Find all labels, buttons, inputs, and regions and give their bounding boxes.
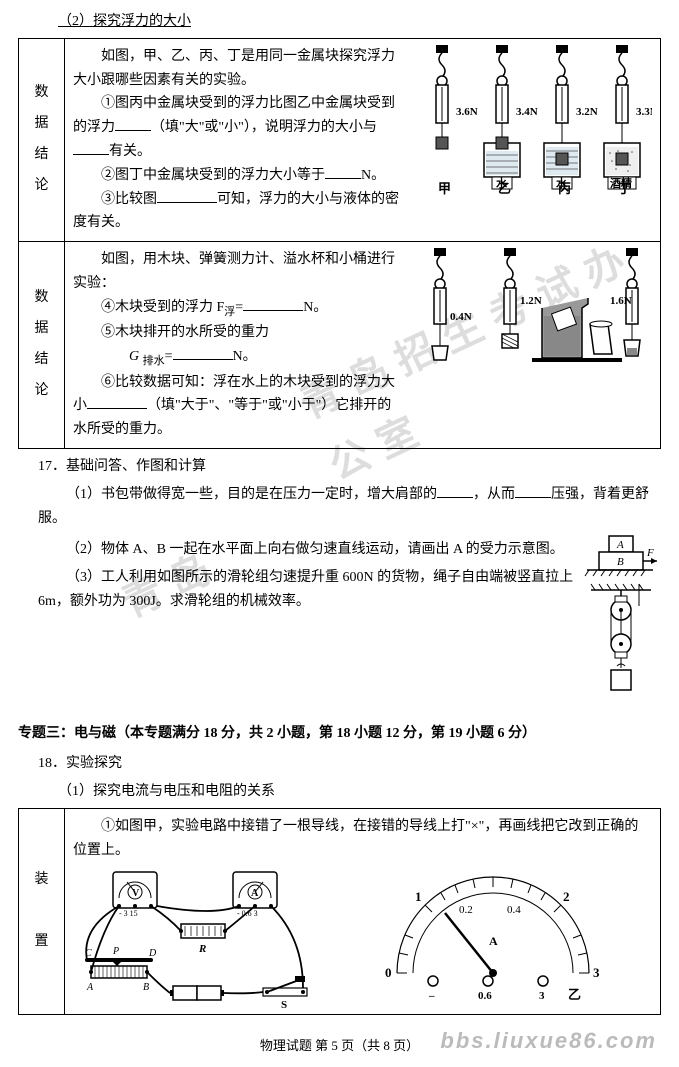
blank	[73, 141, 109, 155]
row2-q5: ⑤木块排开的水所受的重力	[73, 321, 404, 345]
blank	[157, 189, 217, 203]
svg-text:A: A	[616, 539, 624, 551]
row2-p5c: N。	[233, 349, 257, 364]
row1-p2a: ②图丁中金属块受到的浮力大小等于	[101, 168, 325, 183]
svg-text:2: 2	[563, 889, 570, 904]
svg-text:丁: 丁	[618, 181, 631, 195]
row2-q5b: G 排水= N。	[73, 345, 404, 370]
row2-p4sub: 浮	[224, 306, 235, 318]
row3-body: ①如图甲，实验电路中接错了一根导线，在接错的导线上打"×"，再画线把它改到正确的…	[65, 808, 661, 1015]
row2-q4: ④木块受到的浮力 F浮= N。	[73, 296, 404, 321]
row1-p2b: N。	[361, 168, 385, 183]
svg-text:0.4N: 0.4N	[450, 311, 472, 323]
svg-text:乙: 乙	[498, 181, 511, 195]
svg-text:P: P	[112, 946, 119, 957]
svg-text:R: R	[198, 943, 206, 955]
topic3-head: 专题三：电与磁（本专题满分 18 分，共 2 小题，第 18 小题 12 分，第…	[18, 722, 661, 746]
row1-p3a: ③比较图	[101, 192, 157, 207]
svg-text:B: B	[143, 982, 149, 993]
svg-text:F: F	[646, 547, 654, 559]
svg-text:0.2: 0.2	[459, 904, 473, 916]
row2-p5gsub: 排水	[143, 355, 165, 367]
row2-p5g: G	[129, 349, 143, 364]
q17-diagram: A B F	[581, 534, 661, 704]
q17-title: 17．基础问答、作图和计算	[38, 455, 661, 479]
section-2-title: （2）探究浮力的大小	[58, 10, 661, 34]
page-footer: 物理试题 第 5 页（共 8 页）	[18, 1035, 661, 1057]
row1-q1: ①图丙中金属块受到的浮力比图乙中金属块受到的浮力（填"大"或"小"），说明浮力的…	[73, 92, 404, 163]
row1-p1c: 有关。	[109, 144, 151, 159]
row1-p1b: （填"大"或"小"），说明浮力的大小与	[151, 120, 377, 135]
blank	[115, 117, 151, 131]
row3-p1: ①如图甲，实验电路中接错了一根导线，在接错的导线上打"×"，再画线把它改到正确的…	[73, 815, 652, 863]
svg-text:0.4: 0.4	[507, 904, 521, 916]
row2-body: 如图，用木块、弹簧测力计、溢水杯和小桶进行实验： ④木块受到的浮力 F浮=N。 …	[65, 242, 661, 449]
row2-p4a: ④木块受到的浮力 F	[101, 300, 224, 315]
blank	[437, 484, 473, 498]
q17-p1: （1）书包带做得宽一些，目的是在压力一定时，增大肩部的，从而压强，背着更舒服。	[38, 483, 661, 531]
row2-intro: 如图，用木块、弹簧测力计、溢水杯和小桶进行实验：	[73, 248, 404, 296]
svg-text:3.3N: 3.3N	[636, 106, 652, 118]
svg-text:3.4N: 3.4N	[516, 106, 538, 118]
buoyancy-table: 数据结论 如图，甲、乙、丙、丁是用同一金属块探究浮力大小跟哪些因素有关的实验。 …	[18, 38, 661, 449]
row1-q3: ③比较图可知，浮力的大小与液体的密度有关。	[73, 188, 404, 236]
svg-text:- 3 15: - 3 15	[119, 909, 138, 918]
q18-title: 18．实验探究	[38, 752, 661, 776]
row3-head: 装置	[19, 808, 65, 1015]
svg-text:A: A	[489, 934, 498, 948]
row2-p4c: N。	[303, 300, 327, 315]
svg-text:1.6N: 1.6N	[610, 295, 632, 307]
svg-text:S: S	[281, 999, 287, 1008]
blank	[87, 395, 147, 409]
svg-text:3: 3	[593, 965, 600, 980]
q17-p3: （3）工人利用如图所示的滑轮组匀速提升重 600N 的货物，绳子自由端被竖直拉上…	[38, 566, 581, 614]
svg-text:1.2N: 1.2N	[520, 295, 542, 307]
q17-p1b: ，从而	[473, 487, 515, 502]
blank	[325, 165, 361, 179]
svg-text:A: A	[86, 982, 94, 993]
svg-text:D: D	[148, 948, 157, 959]
circuit-jia-diagram: V - 3 15 A - 0.6 3	[73, 868, 353, 1008]
gauge-yi-diagram: 0 1 2 3 0.2 0.4 A	[373, 873, 613, 1003]
row1-q2: ②图丁中金属块受到的浮力大小等于 N。	[73, 164, 404, 188]
svg-text:丙: 丙	[558, 181, 571, 195]
svg-text:0.6: 0.6	[478, 990, 492, 1002]
svg-text:3.6N: 3.6N	[456, 106, 478, 118]
svg-text:–: –	[428, 990, 435, 1002]
row2-p5a: ⑤木块排开的水所受的重力	[101, 325, 269, 340]
svg-text:乙: 乙	[568, 987, 581, 1002]
svg-text:A: A	[251, 888, 259, 899]
blank	[515, 484, 551, 498]
spring-diagram-set-1: 3.6N 甲 3.4N	[412, 45, 652, 195]
row1-body: 如图，甲、乙、丙、丁是用同一金属块探究浮力大小跟哪些因素有关的实验。 ①图丙中金…	[65, 38, 661, 241]
circuit-table: 装置 ①如图甲，实验电路中接错了一根导线，在接错的导线上打"×"，再画线把它改到…	[18, 808, 661, 1016]
row2-q6: ⑥比较数据可知：浮在水上的木块受到的浮力大小（填"大于"、"等于"或"小于"）它…	[73, 371, 404, 442]
blank	[173, 346, 233, 360]
row2-head: 数据结论	[19, 242, 65, 449]
svg-text:3.2N: 3.2N	[576, 106, 598, 118]
row2-p4b: =	[235, 300, 243, 315]
svg-text:B: B	[617, 556, 624, 568]
row1-head: 数据结论	[19, 38, 65, 241]
svg-text:1: 1	[415, 889, 422, 904]
svg-text:甲: 甲	[438, 181, 451, 195]
q18-sub: （1）探究电流与电压和电阻的关系	[58, 780, 661, 804]
overflow-diagram: 0.4N 1.2N	[412, 248, 652, 368]
blank	[243, 297, 303, 311]
svg-text:3: 3	[539, 990, 545, 1002]
row1-intro: 如图，甲、乙、丙、丁是用同一金属块探究浮力大小跟哪些因素有关的实验。	[73, 45, 404, 93]
q17-p1a: （1）书包带做得宽一些，目的是在压力一定时，增大肩部的	[66, 487, 437, 502]
svg-text:0: 0	[385, 965, 392, 980]
row2-p5b: =	[165, 349, 173, 364]
q17-p2: （2）物体 A、B 一起在水平面上向右做匀速直线运动，请画出 A 的受力示意图。	[38, 538, 581, 562]
